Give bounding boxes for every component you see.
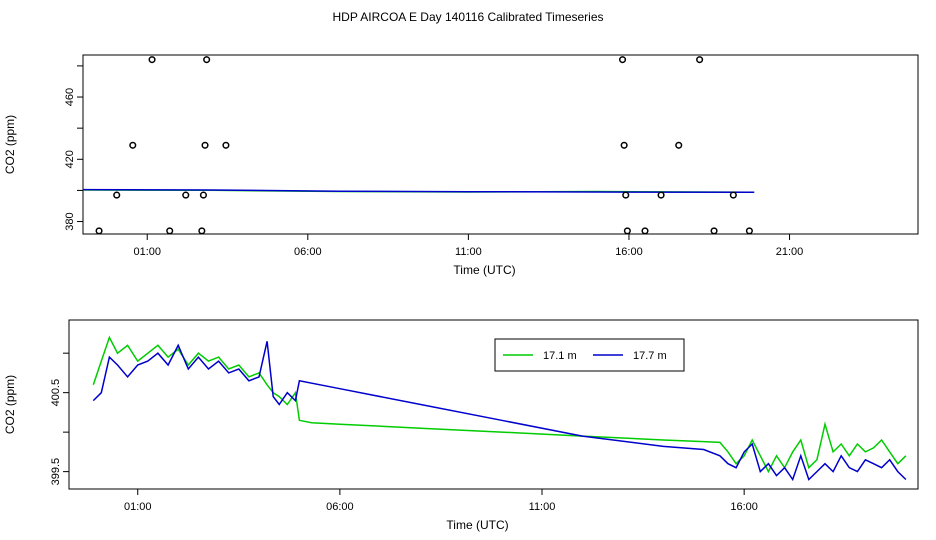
- y-axis-title: CO2 (ppm): [3, 115, 17, 174]
- chart-title: HDP AIRCOA E Day 140116 Calibrated Times…: [332, 10, 603, 24]
- series-line-blue: [92, 341, 907, 482]
- data-point: [618, 56, 627, 64]
- data-point: [198, 227, 206, 235]
- data-point: [95, 227, 103, 235]
- x-axis-title: Time (UTC): [453, 263, 515, 277]
- data-point: [729, 191, 737, 199]
- data-point: [620, 141, 628, 149]
- series-line-blue: [82, 188, 755, 194]
- data-point: [113, 191, 121, 199]
- x-axis-title: Time (UTC): [446, 518, 508, 532]
- y-tick-label: 399.5: [50, 458, 62, 486]
- data-point: [148, 56, 156, 64]
- data-point: [641, 227, 649, 235]
- y-tick-label: 460: [64, 88, 76, 106]
- x-tick-label: 21:00: [776, 246, 804, 258]
- legend: 17.1 m 17.7 m: [494, 338, 685, 372]
- y-tick-label: 400.5: [50, 379, 62, 407]
- plot-frame: [68, 319, 919, 490]
- data-point: [199, 191, 207, 199]
- x-tick-label: 06:00: [326, 501, 354, 513]
- data-point: [745, 227, 753, 235]
- data-point: [222, 141, 230, 149]
- x-tick-label: 06:00: [294, 246, 322, 258]
- data-point: [203, 56, 211, 64]
- series-line-green: [92, 335, 907, 474]
- data-point: [675, 141, 683, 149]
- data-point: [129, 141, 137, 149]
- x-tick-label: 16:00: [615, 246, 643, 258]
- legend-label: 17.7 m: [633, 350, 667, 362]
- data-point: [710, 227, 718, 235]
- data-point: [201, 141, 209, 149]
- x-tick-label: 11:00: [529, 501, 556, 513]
- y-tick-label: 420: [64, 150, 76, 168]
- data-point: [657, 191, 665, 199]
- plot-frame: [82, 54, 919, 235]
- x-tick-label: 16:00: [730, 501, 758, 513]
- y-tick-label: 380: [64, 212, 76, 230]
- data-point: [182, 191, 190, 199]
- data-point: [166, 227, 174, 235]
- data-point: [623, 227, 631, 235]
- x-tick-label: 11:00: [455, 246, 482, 258]
- data-point: [696, 56, 704, 64]
- legend-label: 17.1 m: [543, 350, 577, 362]
- bottom-panel: 01:00 06:00 11:00 16:00 399.5 400.5 Time (UTC)…: [3, 319, 919, 532]
- y-axis-title: CO2 (ppm): [3, 375, 17, 434]
- x-tick-label: 01:00: [133, 246, 161, 258]
- top-panel: 01:00 06:00 11:00 16:00 21:00 380 420 460 Time (…: [3, 54, 919, 277]
- data-point: [622, 191, 630, 199]
- x-tick-label: 01:00: [124, 501, 152, 513]
